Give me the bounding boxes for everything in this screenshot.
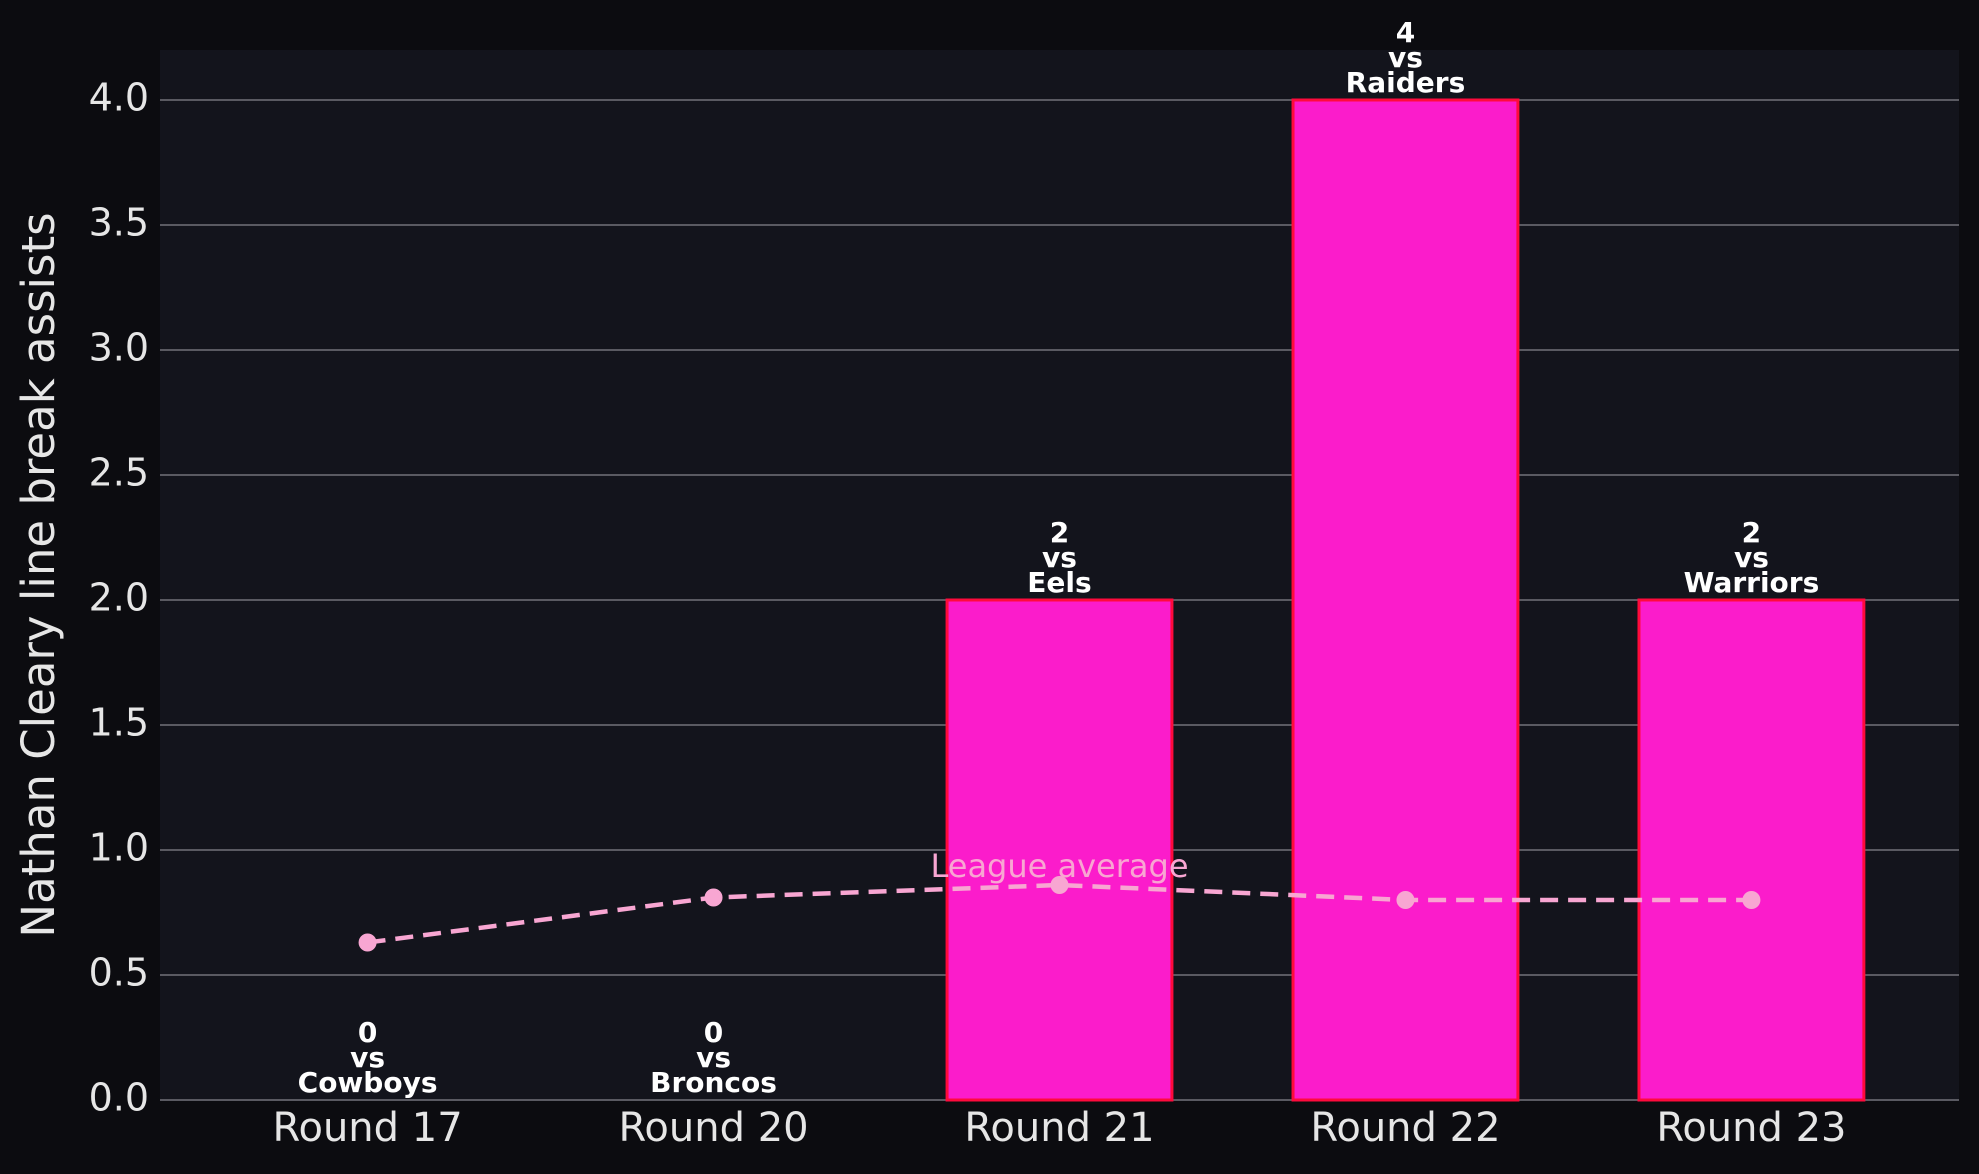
data-label-opponent: Warriors xyxy=(1684,566,1820,599)
reference-line xyxy=(367,882,1752,945)
y-tick-label: 0.5 xyxy=(89,951,149,995)
reference-line-label: League average xyxy=(930,847,1188,885)
bar xyxy=(1291,98,1520,1102)
x-tick-label: Round 22 xyxy=(1310,1105,1500,1151)
data-label: 0 xyxy=(704,1016,723,1049)
data-label-opponent: Raiders xyxy=(1346,66,1466,99)
x-tick-label: Round 23 xyxy=(1656,1105,1846,1151)
reference-point xyxy=(1050,876,1069,894)
data-label-connector: vs xyxy=(1388,41,1423,74)
data-label: 4 xyxy=(1396,16,1415,49)
reference-point xyxy=(1742,891,1761,909)
y-tick-label: 3.5 xyxy=(89,201,149,245)
data-label-opponent: Broncos xyxy=(650,1066,777,1099)
y-axis-label: Nathan Cleary line break assists xyxy=(12,212,65,937)
data-label: 0 xyxy=(358,1016,377,1049)
y-tick-label: 2.0 xyxy=(89,576,149,620)
data-label: 2 xyxy=(1050,516,1069,549)
x-tick-label: Round 20 xyxy=(618,1105,808,1151)
data-label-connector: vs xyxy=(350,1041,385,1074)
y-tick-label: 4.0 xyxy=(89,76,149,120)
reference-point xyxy=(704,888,723,907)
bar xyxy=(1637,598,1866,1102)
data-label-connector: vs xyxy=(696,1041,731,1074)
reference-point xyxy=(1396,891,1415,909)
x-tick-label: Round 21 xyxy=(964,1105,1154,1151)
x-tick-label: Round 17 xyxy=(272,1105,462,1151)
y-tick-label: 3.0 xyxy=(89,326,149,370)
reference-point xyxy=(358,933,377,952)
y-tick-label: 1.5 xyxy=(89,701,149,745)
data-label-opponent: Eels xyxy=(1027,566,1091,599)
y-tick-label: 1.0 xyxy=(89,826,149,870)
bar xyxy=(945,598,1174,1102)
data-label-connector: vs xyxy=(1734,541,1769,574)
data-label-connector: vs xyxy=(1042,541,1077,574)
y-tick-label: 2.5 xyxy=(89,451,149,495)
data-label-opponent: Cowboys xyxy=(298,1066,438,1099)
y-tick-label: 0.0 xyxy=(89,1076,149,1120)
data-label: 2 xyxy=(1742,516,1761,549)
